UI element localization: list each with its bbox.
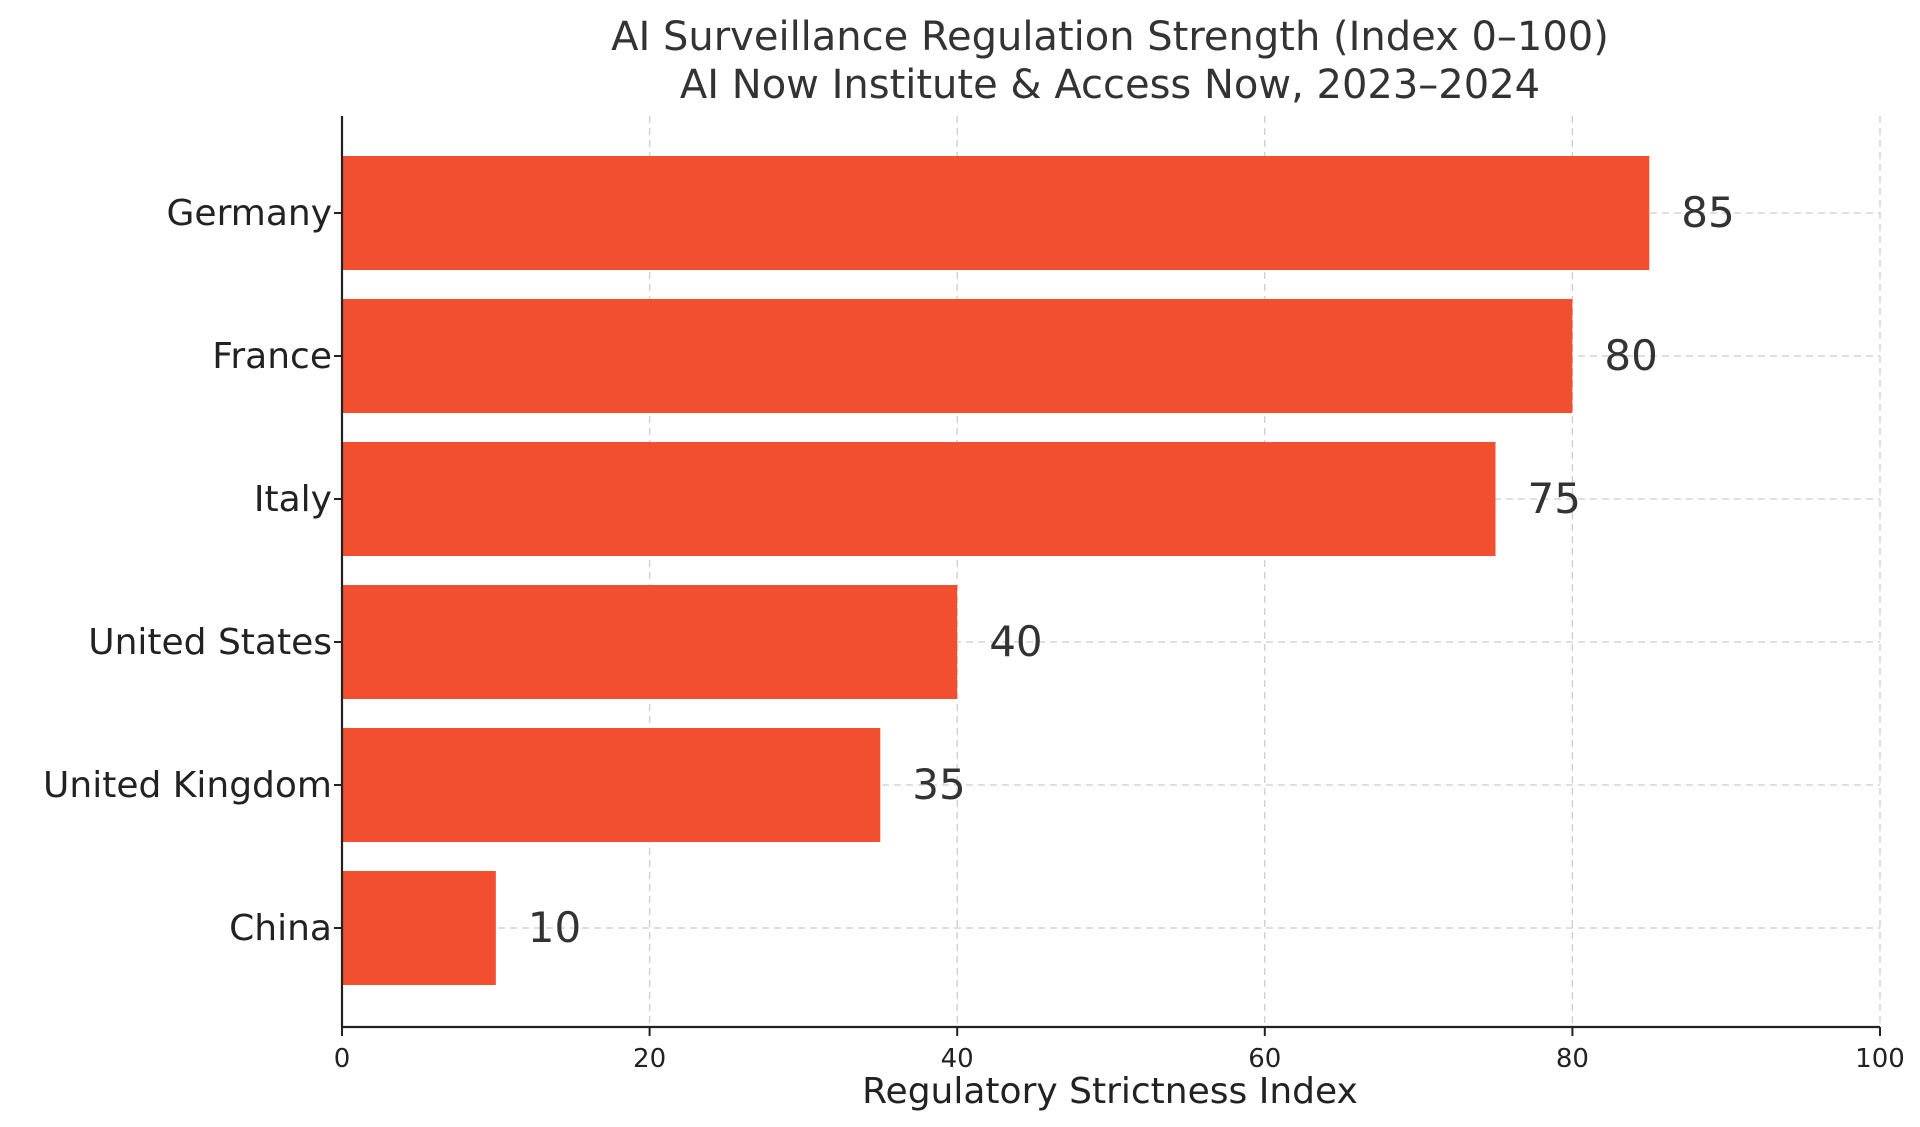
category-label: United Kingdom <box>43 765 332 806</box>
bar-france <box>342 299 1573 413</box>
value-label: 75 <box>1528 474 1581 523</box>
x-tick-label: 20 <box>633 1044 666 1074</box>
axes <box>334 116 1881 1036</box>
labels: 85 Germany 80 France 75 Italy 40 United States 3… <box>43 188 1905 1074</box>
bar-italy <box>342 442 1496 556</box>
x-tick-label: 80 <box>1556 1044 1589 1074</box>
x-tick-label: 0 <box>334 1044 351 1074</box>
value-label: 35 <box>912 760 965 809</box>
x-tick-label: 60 <box>1248 1044 1281 1074</box>
bars <box>342 156 1650 985</box>
x-tick-label: 100 <box>1855 1044 1905 1074</box>
category-label: United States <box>88 622 332 663</box>
chart-subtitle: AI Now Institute & Access Now, 2023–2024 <box>680 62 1540 108</box>
value-label: 40 <box>989 617 1042 666</box>
chart-title: AI Surveillance Regulation Strength (Ind… <box>611 14 1609 60</box>
bar-united-kingdom <box>342 728 881 842</box>
bar-germany <box>342 156 1650 270</box>
x-axis-title: Regulatory Strictness Index <box>862 1071 1358 1112</box>
category-label: Germany <box>167 193 332 234</box>
category-label: China <box>229 908 332 949</box>
category-label: France <box>212 336 332 377</box>
x-tick-label: 40 <box>941 1044 974 1074</box>
value-label: 85 <box>1681 188 1734 237</box>
bar-united-states <box>342 585 958 699</box>
bar-china <box>342 871 496 985</box>
value-label: 80 <box>1604 331 1657 380</box>
category-label: Italy <box>254 479 332 520</box>
value-label: 10 <box>528 903 581 952</box>
